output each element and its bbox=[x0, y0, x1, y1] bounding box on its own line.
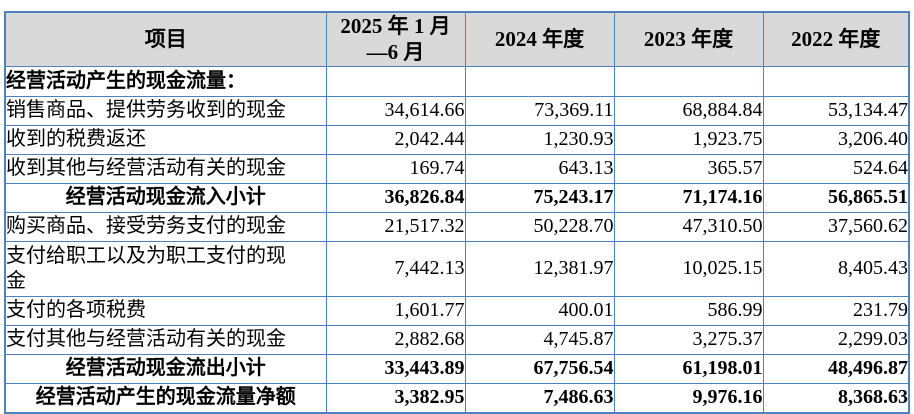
table-row-cash-paid-to-employees: 支付给职工以及为职工支付的现 金 7,442.13 12,381.97 10,0… bbox=[4, 240, 910, 297]
value-cell: 10,025.15 bbox=[613, 240, 764, 297]
value-cell: 524.64 bbox=[762, 153, 910, 184]
value-cell: 169.74 bbox=[325, 153, 466, 184]
table-row-cash-from-sales: 销售商品、提供劳务收到的现金 34,614.66 73,369.11 68,88… bbox=[4, 95, 910, 126]
value-cell: 643.13 bbox=[464, 153, 615, 184]
value-cell: 3,275.37 bbox=[613, 324, 764, 355]
column-header-2022: 2022 年度 bbox=[762, 11, 910, 67]
value-cell bbox=[613, 65, 764, 97]
value-cell: 1,601.77 bbox=[325, 295, 466, 326]
value-cell: 231.79 bbox=[762, 295, 910, 326]
table-row-cash-outflow-subtotal: 经营活动现金流出小计 33,443.89 67,756.54 61,198.01… bbox=[4, 353, 910, 384]
value-cell: 61,198.01 bbox=[613, 353, 764, 384]
row-label: 经营活动产生的现金流量： bbox=[4, 65, 327, 97]
row-label: 销售商品、提供劳务收到的现金 bbox=[4, 95, 327, 126]
value-cell: 12,381.97 bbox=[464, 240, 615, 297]
value-cell: 365.57 bbox=[613, 153, 764, 184]
row-label: 收到其他与经营活动有关的现金 bbox=[4, 153, 327, 184]
value-cell bbox=[325, 65, 466, 97]
column-header-2025h1: 2025 年 1 月 —6 月 bbox=[325, 11, 466, 67]
value-cell: 21,517.32 bbox=[325, 211, 466, 242]
value-cell: 7,486.63 bbox=[464, 382, 615, 414]
table-row-tax-refunds-received: 收到的税费返还 2,042.44 1,230.93 1,923.75 3,206… bbox=[4, 124, 910, 155]
table-row-taxes-paid: 支付的各项税费 1,601.77 400.01 586.99 231.79 bbox=[4, 295, 910, 326]
table-row-cash-paid-for-goods: 购买商品、接受劳务支付的现金 21,517.32 50,228.70 47,31… bbox=[4, 211, 910, 242]
value-cell: 3,382.95 bbox=[325, 382, 466, 414]
row-label: 支付给职工以及为职工支付的现 金 bbox=[4, 240, 327, 297]
table-row-other-operating-cash-paid: 支付其他与经营活动有关的现金 2,882.68 4,745.87 3,275.3… bbox=[4, 324, 910, 355]
value-cell: 1,923.75 bbox=[613, 124, 764, 155]
value-cell: 400.01 bbox=[464, 295, 615, 326]
value-cell bbox=[464, 65, 615, 97]
value-cell: 7,442.13 bbox=[325, 240, 466, 297]
value-cell: 9,976.16 bbox=[613, 382, 764, 414]
table-row-cash-inflow-subtotal: 经营活动现金流入小计 36,826.84 75,243.17 71,174.16… bbox=[4, 182, 910, 213]
table-header-row: 项目 2025 年 1 月 —6 月 2024 年度 2023 年度 2022 … bbox=[4, 11, 910, 67]
column-header-2024: 2024 年度 bbox=[464, 11, 615, 67]
value-cell: 2,299.03 bbox=[762, 324, 910, 355]
value-cell: 53,134.47 bbox=[762, 95, 910, 126]
row-label: 购买商品、接受劳务支付的现金 bbox=[4, 211, 327, 242]
value-cell bbox=[762, 65, 910, 97]
value-cell: 48,496.87 bbox=[762, 353, 910, 384]
value-cell: 1,230.93 bbox=[464, 124, 615, 155]
value-cell: 8,368.63 bbox=[762, 382, 910, 414]
value-cell: 67,756.54 bbox=[464, 353, 615, 384]
table-row-net-operating-cash-flow: 经营活动产生的现金流量净额 3,382.95 7,486.63 9,976.16… bbox=[4, 382, 910, 414]
value-cell: 56,865.51 bbox=[762, 182, 910, 213]
row-label: 支付其他与经营活动有关的现金 bbox=[4, 324, 327, 355]
value-cell: 37,560.62 bbox=[762, 211, 910, 242]
row-label: 经营活动现金流入小计 bbox=[4, 182, 327, 213]
row-label: 支付的各项税费 bbox=[4, 295, 327, 326]
column-header-2023: 2023 年度 bbox=[613, 11, 764, 67]
row-label: 收到的税费返还 bbox=[4, 124, 327, 155]
value-cell: 50,228.70 bbox=[464, 211, 615, 242]
cash-flow-table: 项目 2025 年 1 月 —6 月 2024 年度 2023 年度 2022 … bbox=[4, 11, 910, 414]
table-row-operating-activities-section: 经营活动产生的现金流量： bbox=[4, 65, 910, 97]
value-cell: 47,310.50 bbox=[613, 211, 764, 242]
row-label: 经营活动现金流出小计 bbox=[4, 353, 327, 384]
value-cell: 586.99 bbox=[613, 295, 764, 326]
table-row-other-operating-cash-received: 收到其他与经营活动有关的现金 169.74 643.13 365.57 524.… bbox=[4, 153, 910, 184]
value-cell: 68,884.84 bbox=[613, 95, 764, 126]
value-cell: 75,243.17 bbox=[464, 182, 615, 213]
column-header-item: 项目 bbox=[4, 11, 327, 67]
value-cell: 4,745.87 bbox=[464, 324, 615, 355]
value-cell: 2,042.44 bbox=[325, 124, 466, 155]
value-cell: 2,882.68 bbox=[325, 324, 466, 355]
value-cell: 3,206.40 bbox=[762, 124, 910, 155]
row-label: 经营活动产生的现金流量净额 bbox=[4, 382, 327, 414]
value-cell: 71,174.16 bbox=[613, 182, 764, 213]
value-cell: 34,614.66 bbox=[325, 95, 466, 126]
value-cell: 36,826.84 bbox=[325, 182, 466, 213]
value-cell: 73,369.11 bbox=[464, 95, 615, 126]
value-cell: 8,405.43 bbox=[762, 240, 910, 297]
value-cell: 33,443.89 bbox=[325, 353, 466, 384]
